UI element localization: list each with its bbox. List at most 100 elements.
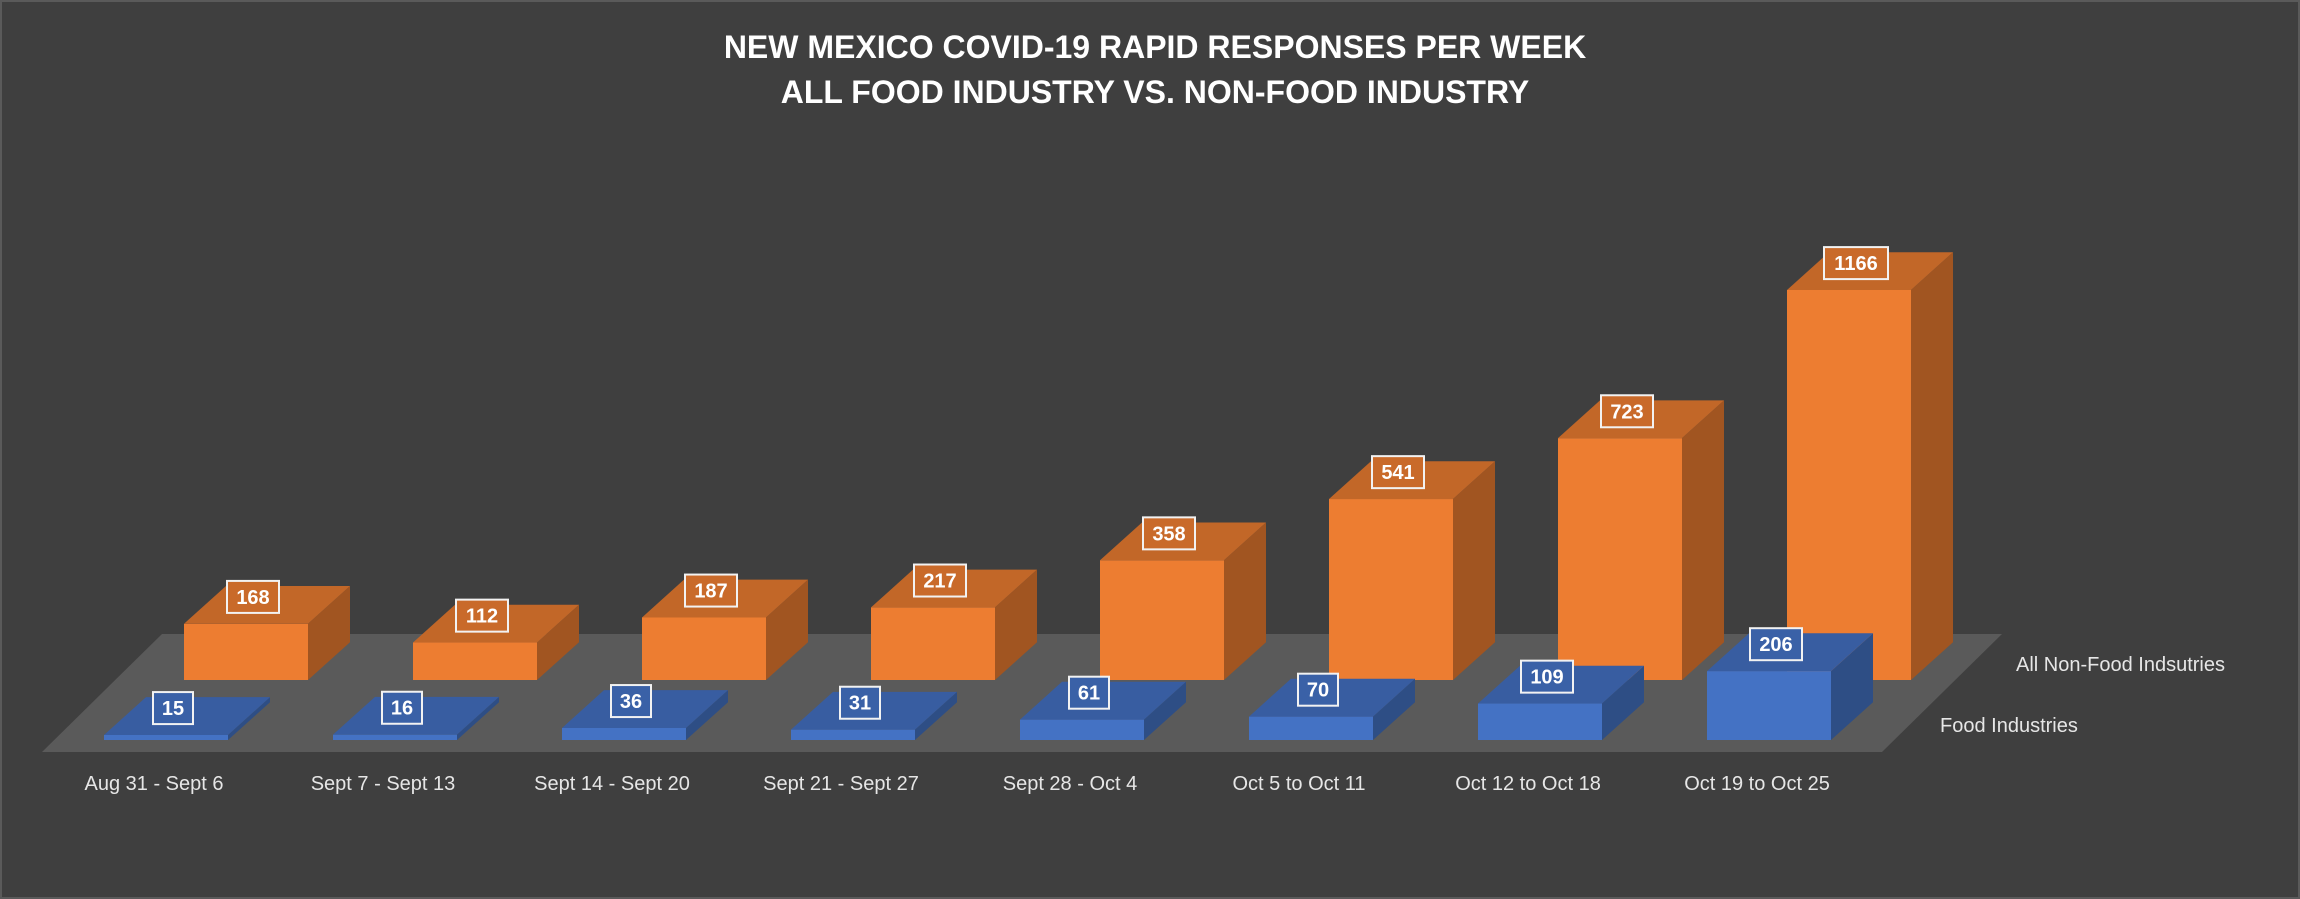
bar-s0-6-side: [1602, 665, 1644, 740]
data-label-s0-7-text: 206: [1759, 634, 1792, 656]
bar-s1-2-front: [642, 617, 766, 680]
data-label-s0-2: 36: [610, 684, 652, 719]
bar-s0-4-front: [1020, 719, 1144, 740]
data-label-s1-5: 541: [1371, 455, 1425, 490]
data-label-s0-1: 16: [381, 690, 423, 725]
data-label-s0-5-text: 70: [1307, 680, 1329, 702]
bar-s1-3-side: [995, 569, 1037, 680]
bar-s0-5-side: [1373, 678, 1415, 740]
data-label-s0-7-box: [1749, 627, 1803, 662]
data-label-s1-3-box: [913, 563, 967, 598]
data-label-s1-2-text: 187: [694, 581, 727, 603]
data-label-s1-7: 1166: [1823, 246, 1889, 281]
data-label-s1-6-text: 723: [1610, 401, 1643, 423]
data-label-s0-5-box: [1297, 672, 1339, 707]
data-label-s0-6: 109: [1520, 659, 1574, 694]
data-label-s1-6-box: [1600, 394, 1654, 429]
data-label-s0-4-text: 61: [1078, 683, 1100, 705]
data-label-s1-5-text: 541: [1381, 462, 1414, 484]
bar-s0-7-side: [1831, 633, 1873, 740]
category-label-1: Sept 7 - Sept 13: [311, 773, 456, 795]
bar-s0-6: [1478, 665, 1644, 740]
data-label-s1-3-text: 217: [923, 571, 956, 593]
data-label-s0-1-box: [381, 690, 423, 725]
bar-s1-5-side: [1453, 461, 1495, 680]
bar-s1-5: [1329, 461, 1495, 680]
data-label-s0-5: 70: [1297, 672, 1339, 707]
bar-s0-2-front: [562, 727, 686, 740]
bar-s1-7: [1787, 252, 1953, 680]
series-label-0: Food Industries: [1940, 715, 2078, 737]
data-label-s1-1-text: 112: [466, 606, 498, 628]
data-label-s1-7-box: [1823, 246, 1889, 281]
bar-s1-4-side: [1224, 522, 1266, 680]
data-label-s0-3-box: [839, 685, 881, 720]
bar-s0-7-front: [1707, 671, 1831, 740]
data-label-s0-3-text: 31: [849, 693, 871, 715]
bar-s0-4: [1020, 681, 1186, 740]
chart-title-line-2: ALL FOOD INDUSTRY VS. NON-FOOD INDUSTRY: [781, 74, 1529, 110]
data-label-s0-7: 206: [1749, 627, 1803, 662]
bar-s0-2-side: [686, 690, 728, 740]
data-label-s1-0: 168: [226, 579, 280, 614]
category-label-5: Oct 5 to Oct 11: [1232, 773, 1365, 795]
bar-s1-2-side: [766, 579, 808, 680]
bar-s1-0-side: [308, 586, 350, 680]
bar-s0-5-front: [1249, 716, 1373, 740]
bar-s1-6-front: [1558, 438, 1682, 680]
bar-s0-3-side: [915, 691, 957, 740]
bar-s0-0-front: [104, 734, 228, 740]
bar-s1-5-front: [1329, 499, 1453, 680]
data-label-s1-2: 187: [684, 573, 738, 608]
bar-s0-3-front: [791, 729, 915, 740]
data-label-s0-0-box: [152, 691, 194, 726]
bar-s1-0-front: [184, 623, 308, 680]
bar-s1-0: [184, 586, 350, 680]
data-label-s1-7-text: 1166: [1834, 253, 1877, 275]
data-label-s1-4-box: [1142, 516, 1196, 551]
data-label-s1-4-text: 358: [1152, 523, 1185, 545]
data-label-s0-0-text: 15: [162, 698, 184, 720]
bar-s1-7-side: [1911, 252, 1953, 680]
category-label-3: Sept 21 - Sept 27: [763, 773, 919, 795]
category-label-2: Sept 14 - Sept 20: [534, 773, 690, 795]
bar-s0-1-front: [333, 734, 457, 740]
series-label-1: All Non-Food Indsutries: [2016, 654, 2225, 676]
bar-s0-1-side: [457, 696, 499, 740]
bar-s1-1-side: [537, 604, 579, 680]
bar-s1-6: [1558, 400, 1724, 680]
data-label-s0-1-text: 16: [391, 698, 413, 720]
data-label-s1-4: 358: [1142, 516, 1196, 551]
bar-s1-1-front: [413, 642, 537, 680]
data-label-s1-1: 112: [455, 598, 509, 633]
category-axis: Aug 31 - Sept 6 Sept 7 - Sept 13 Sept 14 -…: [85, 773, 1830, 795]
data-label-s1-1-box: [455, 598, 509, 633]
category-label-7: Oct 19 to Oct 25: [1684, 773, 1830, 795]
bar-s1-3-front: [871, 607, 995, 680]
data-label-s1-3: 217: [913, 563, 967, 598]
chart-title-line-1: NEW MEXICO COVID-19 RAPID RESPONSES PER …: [724, 29, 1586, 65]
bar-s0-4-side: [1144, 681, 1186, 740]
category-label-6: Oct 12 to Oct 18: [1455, 773, 1601, 795]
data-label-s0-3: 31: [839, 685, 881, 720]
data-label-s0-6-box: [1520, 659, 1574, 694]
data-label-s1-6: 723: [1600, 394, 1654, 429]
series-axis: Food Industries All Non-Food Indsutries: [1940, 654, 2225, 737]
category-label-4: Sept 28 - Oct 4: [1003, 773, 1138, 795]
bar-s1-7-front: [1787, 290, 1911, 680]
data-label-s0-2-box: [610, 684, 652, 719]
data-label-s1-0-text: 168: [236, 587, 269, 609]
data-label-s0-0: 15: [152, 691, 194, 726]
bar-s1-4-front: [1100, 560, 1224, 680]
bar-s0-6-front: [1478, 703, 1602, 740]
labels-layer: 168 112 187 217 358 541 723 1166 15 16 36 31 61 70 109…: [152, 246, 1889, 726]
bar-s1-6-side: [1682, 400, 1724, 680]
data-label-s0-4: 61: [1068, 675, 1110, 710]
data-label-s0-6-text: 109: [1530, 667, 1563, 689]
data-label-s1-0-box: [226, 579, 280, 614]
bar-s0-7: [1707, 633, 1873, 740]
data-label-s1-2-box: [684, 573, 738, 608]
bar-s1-4: [1100, 522, 1266, 680]
